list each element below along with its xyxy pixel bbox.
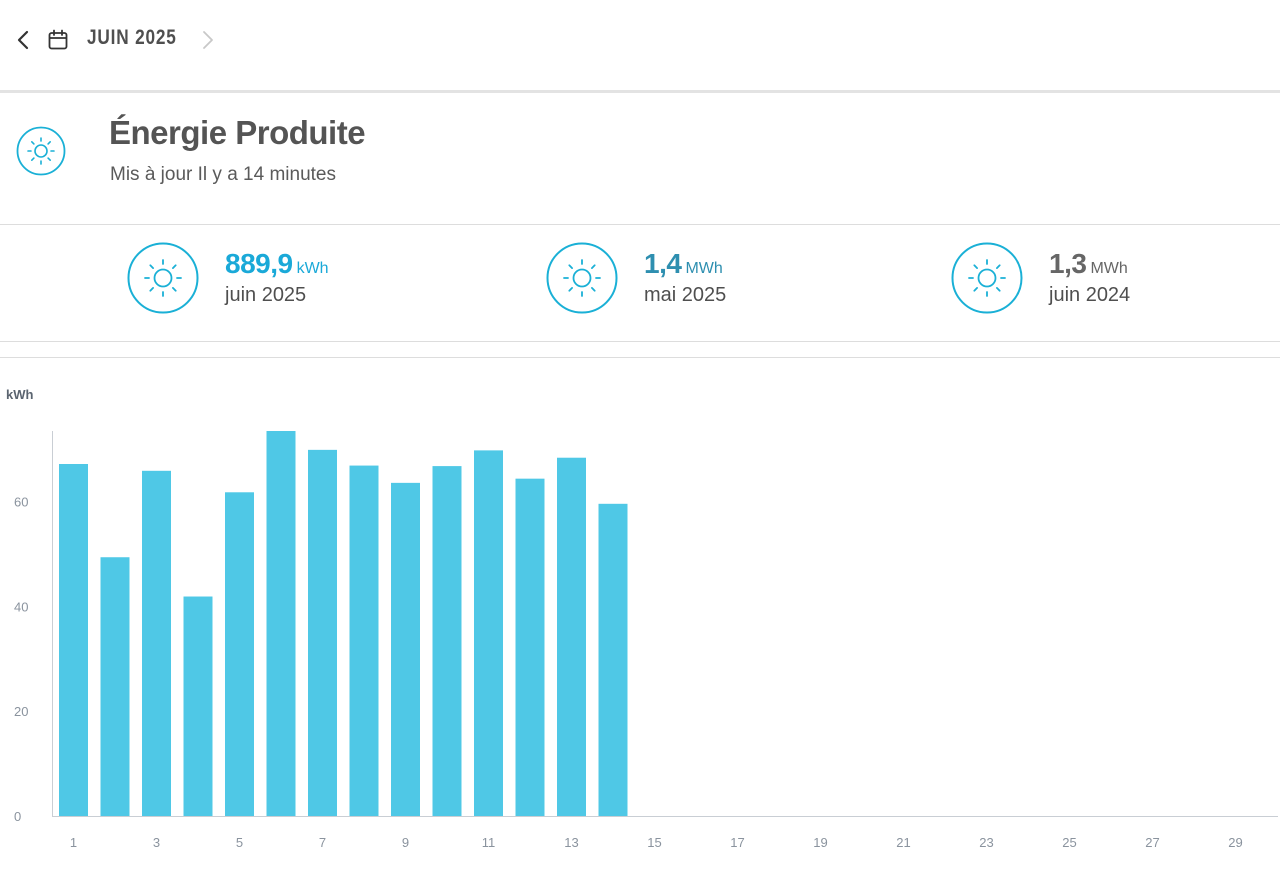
stat-value: 1,3 — [1049, 248, 1087, 279]
y-tick-label: 20 — [14, 704, 28, 719]
last-updated-text: Mis à jour Il y a 14 minutes — [110, 164, 336, 185]
stat-period-label: mai 2025 — [644, 284, 727, 306]
divider — [0, 90, 1280, 93]
calendar-icon[interactable] — [47, 28, 69, 52]
x-tick-label: 25 — [1062, 835, 1076, 850]
x-tick-label: 23 — [979, 835, 993, 850]
divider — [0, 357, 1280, 358]
stat-unit: kWh — [296, 260, 329, 277]
y-tick-label: 0 — [14, 809, 21, 824]
stat-period-label: juin 2025 — [225, 284, 307, 306]
x-tick-label: 15 — [647, 835, 661, 850]
bar — [266, 431, 296, 816]
chevron-right-icon[interactable] — [197, 28, 219, 52]
x-tick-label: 17 — [730, 835, 744, 850]
bar — [308, 449, 337, 816]
bar — [59, 464, 88, 816]
x-tick-label: 9 — [402, 835, 409, 850]
bar — [100, 557, 130, 816]
page-title: Énergie Produite — [109, 114, 366, 151]
bar — [432, 466, 462, 816]
stat-value: 889,9 — [225, 248, 293, 279]
divider — [0, 224, 1280, 225]
stat-unit: MWh — [1090, 260, 1128, 277]
x-tick-label: 11 — [482, 835, 496, 850]
month-navigation: JUIN 2025 — [0, 0, 1280, 90]
bar — [142, 470, 171, 816]
x-tick-label: 27 — [1145, 835, 1159, 850]
bar — [557, 457, 586, 816]
x-tick-label: 7 — [319, 835, 326, 850]
sun-icon — [16, 126, 66, 176]
x-tick-label: 29 — [1228, 835, 1242, 850]
y-tick-label: 60 — [14, 495, 28, 510]
bar — [183, 596, 213, 816]
stat-value: 1,4 — [644, 248, 682, 279]
x-tick-label: 3 — [153, 835, 160, 850]
bar — [598, 503, 628, 816]
y-axis-label: kWh — [6, 387, 34, 402]
bar — [349, 465, 379, 816]
sun-icon — [546, 242, 618, 314]
x-tick-label: 5 — [236, 835, 243, 850]
sun-icon — [127, 242, 199, 314]
x-tick-label: 21 — [896, 835, 910, 850]
stat-unit: MWh — [685, 260, 723, 277]
chevron-left-icon[interactable] — [12, 28, 34, 52]
x-tick-label: 19 — [813, 835, 827, 850]
sun-icon — [951, 242, 1023, 314]
x-tick-label: 13 — [564, 835, 578, 850]
bar — [474, 450, 503, 816]
bar — [225, 492, 254, 816]
bar — [515, 478, 545, 816]
y-tick-label: 40 — [14, 599, 28, 614]
bar — [391, 482, 420, 816]
month-label[interactable]: JUIN 2025 — [87, 26, 177, 49]
divider — [0, 341, 1280, 342]
x-tick-label: 1 — [70, 835, 77, 850]
stat-period-label: juin 2024 — [1049, 284, 1131, 306]
